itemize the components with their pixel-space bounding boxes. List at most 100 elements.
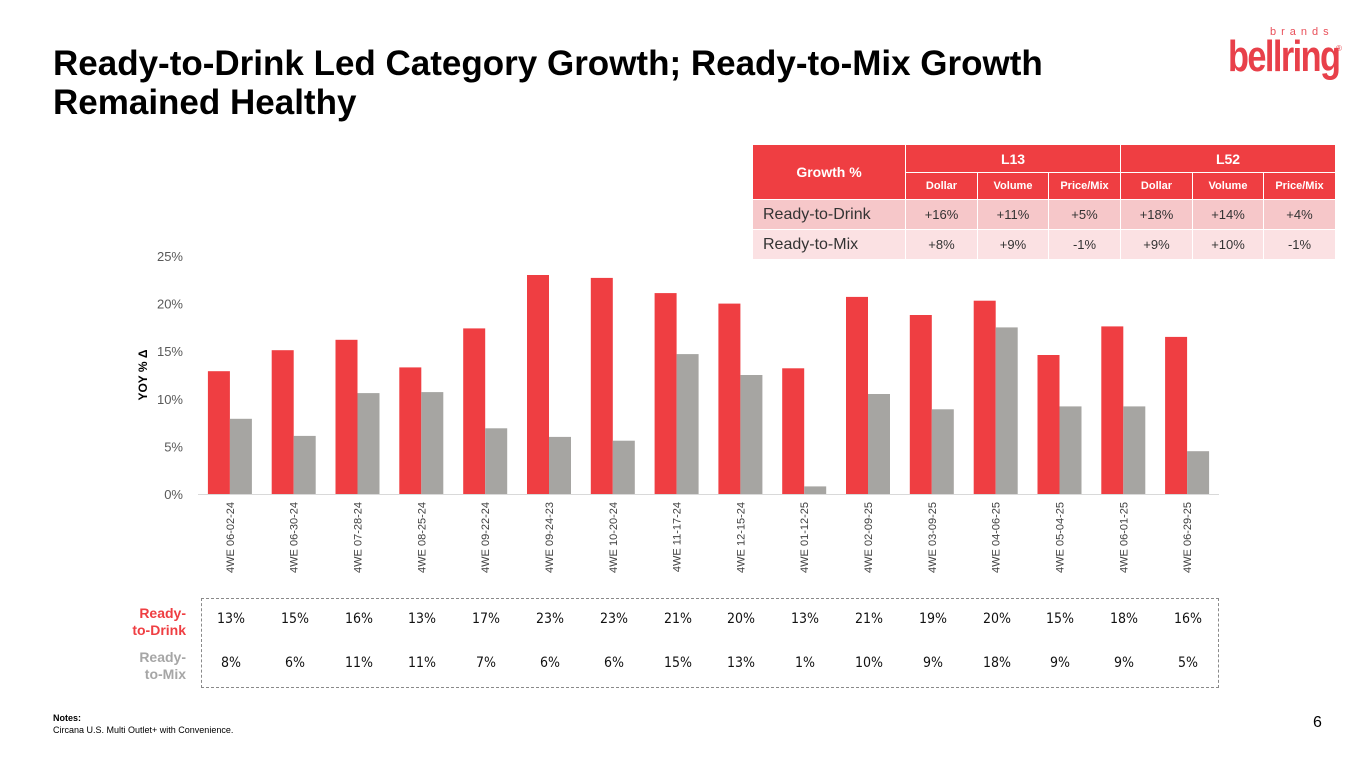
slide-title: Ready-to-Drink Led Category Growth; Read… — [53, 44, 1043, 122]
data-table-cell: 18% — [982, 655, 1011, 671]
x-tick-label: 4WE 01-12-25 — [799, 502, 811, 573]
label-line: to-Mix — [144, 666, 186, 682]
bar-ready-to-mix — [293, 435, 316, 494]
data-table-cell: 23% — [535, 611, 564, 627]
y-tick-label: 25% — [157, 249, 183, 264]
data-table-label-rtd: Ready- to-Drink — [116, 605, 186, 639]
x-tick-label: 4WE 02-09-25 — [863, 502, 875, 573]
subheader-l13-dollar: Dollar — [905, 172, 978, 200]
data-table-cell: 13% — [791, 611, 820, 627]
table-cell: +9% — [1120, 229, 1193, 260]
x-tick-label: 4WE 07-28-24 — [353, 502, 365, 573]
y-tick-label: 5% — [164, 439, 183, 454]
bar-ready-to-mix — [931, 409, 954, 494]
row-label: Ready-to-Drink — [752, 199, 906, 230]
bar-ready-to-drink — [654, 293, 677, 494]
bar-ready-to-mix — [804, 486, 827, 494]
x-tick-label: 4WE 06-02-24 — [225, 502, 237, 573]
data-table-cell: 23% — [599, 611, 628, 627]
table-row-rtd: Ready-to-Drink +16% +11% +5% +18% +14% +… — [752, 199, 1336, 230]
table-cell: +16% — [905, 199, 978, 230]
table-cell: +11% — [977, 199, 1049, 230]
data-table-cell: 10% — [855, 655, 884, 671]
bar-ready-to-drink — [1037, 355, 1060, 494]
table-cell: +10% — [1192, 229, 1264, 260]
data-row-rtd: 13% 15% 16% 13% 17% 23% 23% 21% 20% 13% 21% 19% 20% 1… — [202, 611, 1218, 631]
bar-ready-to-mix — [549, 436, 571, 494]
data-table-cell: 15% — [663, 655, 692, 671]
bar-ready-to-mix — [229, 418, 252, 494]
values-data-table: 13% 15% 16% 13% 17% 23% 23% 21% 20% 13% 21% 19% 20% 1… — [201, 598, 1219, 688]
data-table-cell: 13% — [727, 655, 756, 671]
label-line: to-Drink — [132, 622, 186, 638]
data-table-cell: 20% — [727, 611, 756, 627]
x-tick-label: 4WE 09-22-24 — [480, 502, 492, 573]
data-table-label-rtm: Ready- to-Mix — [116, 649, 186, 683]
bar-ready-to-drink — [590, 277, 613, 494]
data-table-cell: 11% — [408, 655, 437, 671]
data-table-cell: 15% — [280, 611, 309, 627]
bar-ready-to-drink — [527, 275, 549, 494]
registered-mark-icon: ® — [1336, 44, 1342, 53]
bar-ready-to-mix — [1123, 406, 1146, 494]
data-row-rtm: 8% 6% 11% 11% 7% 6% 6% 15% 13% 1% 10% 9% 18% 9% 9% 5% — [202, 655, 1218, 675]
data-table-cell: 6% — [603, 655, 624, 671]
bellring-brands-logo: brands bellring ® — [1228, 24, 1348, 94]
group-header-l52: L52 — [1120, 144, 1336, 173]
data-table-cell: 20% — [982, 611, 1011, 627]
bar-ready-to-drink — [782, 368, 805, 494]
x-tick-label: 4WE 06-01-25 — [1118, 502, 1130, 573]
data-table-cell: 19% — [918, 611, 947, 627]
table-cell: -1% — [1263, 229, 1336, 260]
bar-ready-to-mix — [485, 428, 508, 494]
data-table-cell: 17% — [472, 611, 501, 627]
notes-text: Circana U.S. Multi Outlet+ with Convenie… — [53, 725, 234, 735]
label-line: Ready- — [139, 605, 186, 621]
bar-ready-to-drink — [399, 367, 422, 494]
table-cell: +5% — [1048, 199, 1121, 230]
data-table-cell: 16% — [1174, 611, 1203, 627]
subheader-l52-pricemix: Price/Mix — [1263, 172, 1336, 200]
bar-ready-to-mix — [1059, 406, 1082, 494]
data-table-cell: 21% — [663, 611, 692, 627]
y-tick-label: 15% — [157, 344, 183, 359]
bar-ready-to-drink — [1101, 326, 1124, 494]
bar-ready-to-drink — [909, 315, 932, 494]
data-table-cell: 18% — [1110, 611, 1139, 627]
data-table-cell: 13% — [216, 611, 245, 627]
x-tick-label: 4WE 05-04-25 — [1055, 502, 1067, 573]
data-table-cell: 11% — [344, 655, 373, 671]
bar-ready-to-mix — [868, 394, 890, 494]
subheader-l52-volume: Volume — [1192, 172, 1264, 200]
bar-ready-to-drink — [207, 371, 230, 494]
bar-ready-to-drink — [1165, 336, 1188, 494]
x-tick-label: 4WE 11-17-24 — [672, 502, 684, 572]
table-cell: +4% — [1263, 199, 1336, 230]
bar-ready-to-mix — [612, 440, 635, 494]
x-tick-label: 4WE 09-24-23 — [544, 502, 556, 573]
table-cell: +8% — [905, 229, 978, 260]
y-tick-label: 10% — [157, 392, 183, 407]
growth-table: Growth % L13 L52 Dollar Volume Price/Mix… — [752, 144, 1336, 260]
table-cell: -1% — [1048, 229, 1121, 260]
x-tick-label: 4WE 03-09-25 — [927, 502, 939, 573]
data-table-cell: 1% — [795, 655, 816, 671]
bar-ready-to-mix — [1187, 451, 1210, 494]
bar-ready-to-drink — [335, 339, 358, 494]
data-table-cell: 8% — [220, 655, 241, 671]
subheader-l13-pricemix: Price/Mix — [1048, 172, 1121, 200]
table-cell: +18% — [1120, 199, 1193, 230]
table-cell: +9% — [977, 229, 1049, 260]
data-table-cell: 9% — [1114, 655, 1135, 671]
subheader-l13-volume: Volume — [977, 172, 1049, 200]
data-table-cell: 16% — [344, 611, 373, 627]
x-tick-label: 4WE 06-29-25 — [1182, 502, 1194, 573]
row-label: Ready-to-Mix — [752, 229, 906, 260]
logo-wordmark: bellring — [1228, 32, 1341, 81]
table-cell: +14% — [1192, 199, 1264, 230]
data-table-cell: 21% — [855, 611, 884, 627]
bar-ready-to-mix — [995, 327, 1018, 494]
page-number: 6 — [1313, 714, 1322, 731]
bar-ready-to-drink — [271, 350, 294, 494]
growth-header: Growth % — [752, 144, 906, 200]
